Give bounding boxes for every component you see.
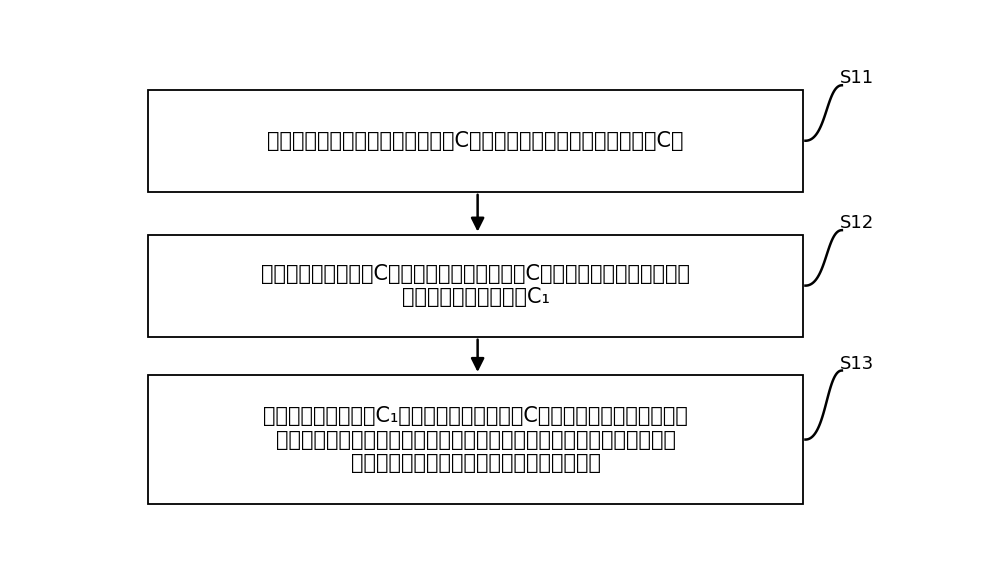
Text: 若考核断面水质目标C₁优于下游断面水质目标C下，根据河网下游断面至考: 若考核断面水质目标C₁优于下游断面水质目标C下，根据河网下游断面至考 <box>263 406 688 426</box>
Text: 后的考核断面水质目标C₁: 后的考核断面水质目标C₁ <box>402 288 550 308</box>
Text: 在上游断面水质目标C上高于下游断面水质目标C下时，获取位于下游断面之: 在上游断面水质目标C上高于下游断面水质目标C下时，获取位于下游断面之 <box>261 264 690 284</box>
Text: S13: S13 <box>840 355 874 373</box>
Text: 核断面之间的河段降解系数、河段流速和断面距离计算第一目标优化値，: 核断面之间的河段降解系数、河段流速和断面距离计算第一目标优化値， <box>276 430 676 450</box>
Bar <box>148 235 803 336</box>
Text: 根据所述第一目标优化値处理河网下游的水质: 根据所述第一目标优化値处理河网下游的水质 <box>351 453 601 473</box>
Text: S12: S12 <box>840 215 874 232</box>
Text: S11: S11 <box>840 69 874 88</box>
Bar <box>148 375 803 504</box>
Bar <box>148 90 803 192</box>
Text: 获取河网上游的上游断面水质目标C上和河网下游的下游断面水质目标C下: 获取河网上游的上游断面水质目标C上和河网下游的下游断面水质目标C下 <box>267 131 684 151</box>
